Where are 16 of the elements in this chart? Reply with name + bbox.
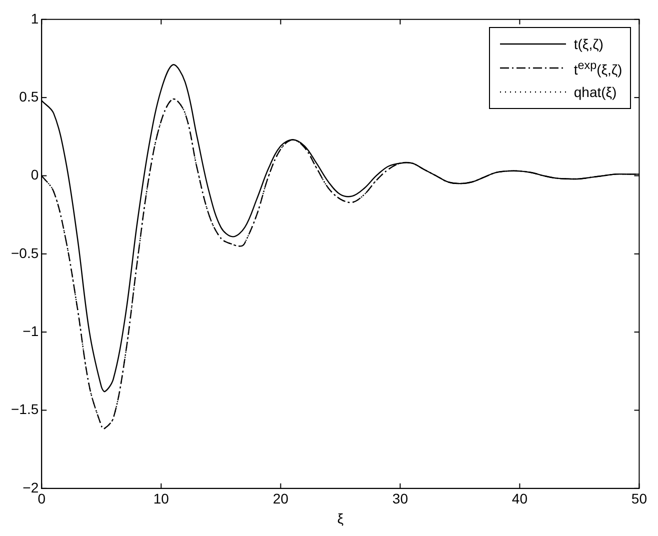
legend-label: qhat(ξ): [574, 84, 617, 100]
x-tick-label: 40: [512, 490, 528, 507]
x-tick-label: 50: [631, 490, 648, 507]
y-tick-label: −1.5: [10, 401, 39, 418]
y-tick-label: 1: [30, 10, 39, 26]
x-tick-label: 10: [153, 490, 170, 507]
x-tick-label: 30: [392, 490, 408, 507]
y-tick-label: 0: [30, 166, 39, 183]
y-tick-label: 0.5: [19, 88, 39, 104]
x-tick-label: 20: [272, 490, 289, 507]
y-tick-label: −1: [22, 322, 39, 339]
legend-label: t$^{exp}$(ξ,ζ): [574, 59, 622, 78]
y-tick-label: −0.5: [10, 244, 39, 261]
y-tick-label: −2: [22, 479, 39, 496]
legend-label: t(ξ,ζ): [574, 36, 604, 52]
x-axis-title: ξ: [337, 510, 344, 526]
